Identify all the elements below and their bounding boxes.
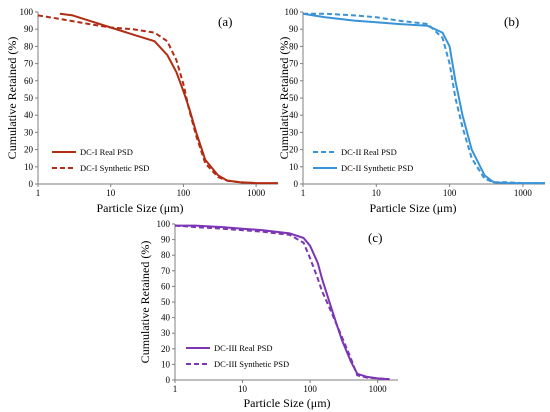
y-tick-label: 10: [161, 359, 171, 369]
panel-b: Cumulative Retained (%) Particle Size (μ…: [277, 7, 545, 215]
y-tick-label: 100: [20, 7, 34, 17]
panel-label: (b): [504, 14, 519, 29]
legend-label-1: DC-III Real PSD: [214, 343, 273, 353]
legend-label-2: DC-II Synthetic PSD: [341, 163, 413, 173]
y-tick-label: 30: [161, 328, 171, 338]
series-line-1: [175, 224, 390, 381]
panel-a: Cumulative Retained (%) Particle Size (μ…: [5, 7, 278, 215]
y-tick-label: 80: [161, 250, 171, 260]
panel-label: (a): [218, 14, 232, 29]
y-tick-label: 100: [157, 219, 171, 229]
x-axis-title: Particle Size (μm): [369, 201, 456, 215]
x-tick-label: 1000: [247, 188, 266, 198]
y-tick-label: 10: [289, 162, 299, 172]
y-tick-label: 70: [289, 59, 299, 69]
y-tick-label: 20: [289, 145, 299, 155]
y-tick-label: 20: [24, 145, 34, 155]
y-tick-label: 90: [24, 24, 34, 34]
y-axis-title: Cumulative Retained (%): [138, 241, 152, 364]
y-tick-label: 50: [24, 93, 34, 103]
y-tick-label: 60: [24, 76, 34, 86]
y-tick-label: 40: [24, 110, 34, 120]
y-tick-label: 30: [289, 127, 299, 137]
y-tick-label: 0: [29, 179, 34, 189]
x-axis-title: Particle Size (μm): [243, 396, 330, 410]
y-tick-label: 40: [161, 313, 171, 323]
x-tick-label: 1: [173, 384, 178, 394]
x-tick-label: 10: [238, 384, 248, 394]
x-tick-label: 1: [301, 188, 306, 198]
y-tick-label: 40: [289, 110, 299, 120]
y-tick-label: 100: [285, 7, 299, 17]
y-tick-label: 50: [161, 297, 171, 307]
legend-label-2: DC-I Synthetic PSD: [80, 163, 149, 173]
y-tick-label: 70: [161, 266, 171, 276]
y-tick-label: 80: [24, 41, 34, 51]
series-line-2: [37, 14, 257, 185]
y-axis-title: Cumulative Retained (%): [5, 37, 19, 160]
legend-label-1: DC-I Real PSD: [80, 147, 133, 157]
x-tick-label: 100: [177, 188, 191, 198]
panel-label: (c): [368, 230, 382, 245]
x-tick-label: 1000: [369, 384, 388, 394]
y-tick-label: 50: [289, 93, 299, 103]
y-tick-label: 60: [289, 76, 299, 86]
y-tick-label: 70: [24, 59, 34, 69]
x-tick-label: 1: [36, 188, 41, 198]
panel-c: Cumulative Retained (%) Particle Size (μ…: [138, 219, 398, 410]
x-tick-label: 1000: [514, 188, 533, 198]
legend-label-1: DC-II Real PSD: [341, 147, 397, 157]
y-tick-label: 0: [294, 179, 299, 189]
y-tick-label: 90: [289, 24, 299, 34]
series-line-2: [174, 224, 390, 381]
x-tick-label: 100: [303, 384, 317, 394]
y-tick-label: 80: [289, 41, 299, 51]
y-axis-title: Cumulative Retained (%): [277, 37, 291, 160]
x-tick-label: 10: [106, 188, 116, 198]
legend-label-2: DC-III Synthetic PSD: [214, 359, 289, 369]
y-tick-label: 20: [161, 344, 171, 354]
y-tick-label: 90: [161, 235, 171, 245]
series-line-1: [303, 12, 545, 185]
x-tick-label: 100: [443, 188, 457, 198]
x-tick-label: 10: [372, 188, 382, 198]
y-tick-label: 10: [24, 162, 34, 172]
series-line-1: [59, 12, 278, 185]
y-tick-label: 0: [166, 375, 171, 385]
y-tick-label: 30: [24, 127, 34, 137]
x-axis-title: Particle Size (μm): [96, 201, 183, 215]
y-tick-label: 60: [161, 281, 171, 291]
series-line-2: [302, 12, 545, 185]
